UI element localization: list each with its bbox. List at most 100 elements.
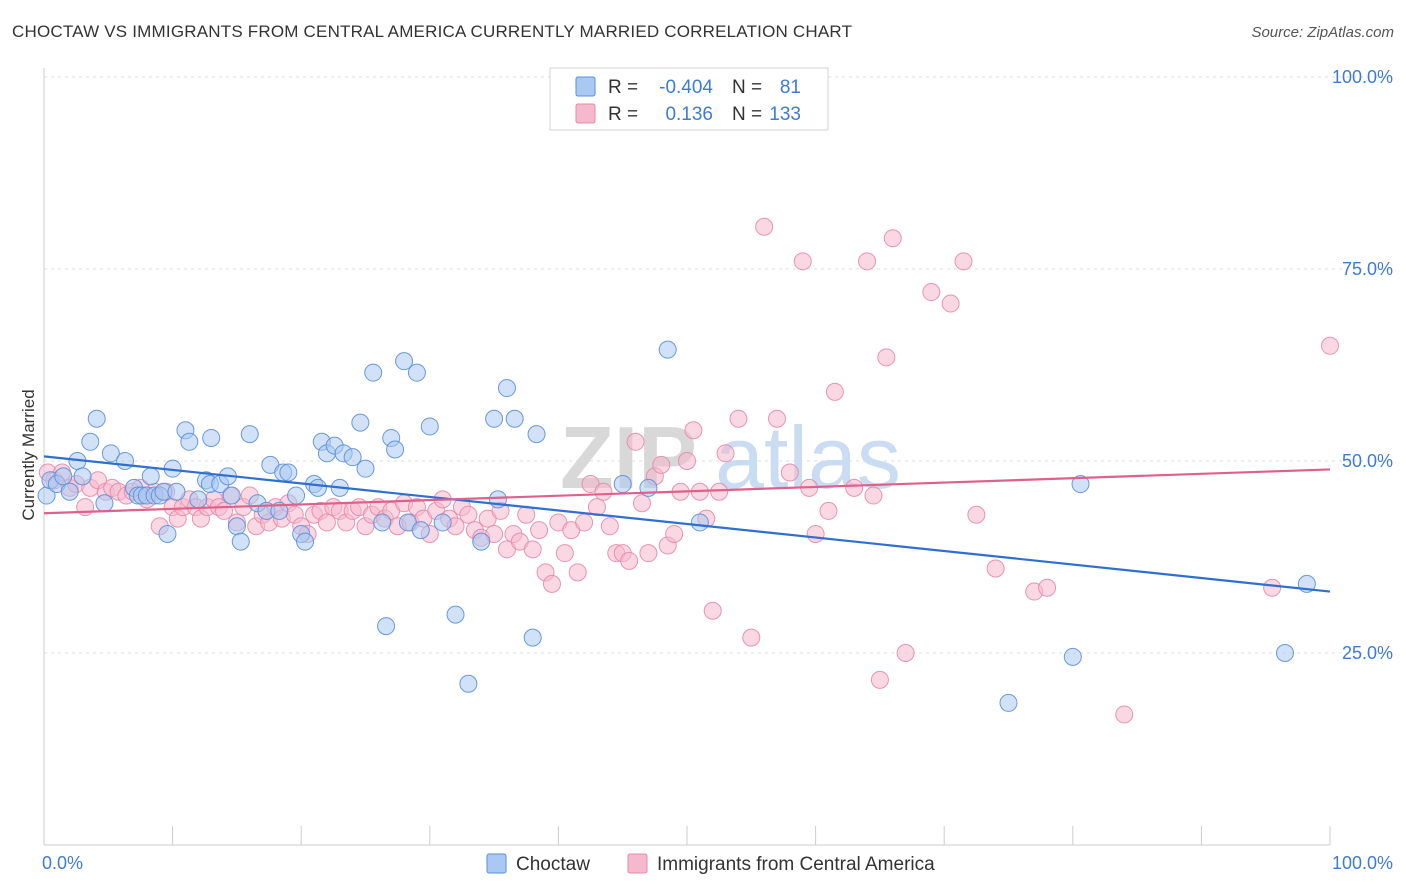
x-tick-label-max: 100.0% — [1332, 853, 1393, 873]
choctaw-point — [231, 532, 250, 551]
choctaw-point — [527, 425, 546, 444]
immigrants-point — [568, 563, 587, 582]
immigrants-point — [1038, 578, 1057, 597]
series-legend: Choctaw Immigrants from Central America — [486, 853, 935, 875]
immigrants-point — [1321, 336, 1339, 355]
immigrants-point — [594, 482, 613, 501]
legend-n-label-2: N = — [732, 104, 762, 125]
y-axis-tick-labels: 100.0% 75.0% 50.0% 25.0% — [1332, 67, 1393, 663]
immigrants-point — [825, 382, 844, 401]
immigrants-point — [665, 524, 684, 543]
immigrants-point — [986, 559, 1005, 578]
legend-r-value-2: 0.136 — [665, 104, 713, 125]
choctaw-point — [658, 340, 677, 359]
series-legend-swatch-immigrants — [627, 853, 648, 874]
choctaw-point — [167, 482, 186, 501]
choctaw-point — [613, 475, 632, 494]
legend-r-label-1: R = — [608, 77, 638, 98]
immigrants-point — [600, 517, 619, 536]
choctaw-point — [279, 463, 298, 482]
immigrants-point — [459, 505, 478, 524]
immigrants-point — [755, 217, 774, 236]
choctaw-point — [308, 478, 327, 497]
choctaw-point — [373, 513, 392, 532]
choctaw-point — [351, 413, 370, 432]
immigrants-point — [729, 409, 748, 428]
legend-n-value-1: 81 — [780, 77, 801, 98]
x-tick-label-min: 0.0% — [42, 853, 83, 873]
choctaw-point — [189, 490, 208, 509]
legend-r-value-1: -0.404 — [659, 77, 713, 98]
choctaw-trend-line — [43, 455, 1331, 593]
immigrants-point — [317, 513, 336, 532]
immigrants-point — [896, 644, 915, 662]
immigrants-point — [575, 513, 594, 532]
choctaw-point — [433, 513, 452, 532]
gridlines — [44, 76, 1392, 654]
immigrants-point — [632, 494, 651, 513]
legend-swatch-choctaw — [575, 76, 596, 97]
choctaw-point — [222, 486, 241, 505]
immigrants-point — [626, 432, 645, 451]
legend-r-label-2: R = — [608, 104, 638, 125]
series-legend-label-choctaw: Choctaw — [516, 854, 590, 875]
choctaw-point — [73, 467, 92, 486]
choctaw-point — [54, 467, 73, 486]
y-axis-title: Currently Married — [19, 389, 38, 520]
choctaw-point — [141, 467, 160, 486]
choctaw-point — [690, 513, 709, 532]
choctaw-point — [523, 628, 542, 647]
immigrants-point — [530, 521, 549, 540]
series-legend-label-immigrants: Immigrants from Central America — [657, 854, 935, 875]
choctaw-point — [87, 409, 106, 428]
choctaw-point — [81, 432, 100, 451]
source-credit: Source: ZipAtlas.com — [1251, 24, 1394, 41]
choctaw-point — [227, 517, 246, 536]
immigrants-point — [845, 478, 864, 497]
immigrants-point — [954, 252, 973, 271]
immigrants-point — [716, 444, 735, 463]
choctaw-point — [497, 379, 516, 398]
immigrants-point — [555, 544, 574, 563]
immigrants-point — [652, 455, 671, 474]
x-axis-ticks — [172, 826, 1331, 845]
immigrants-point — [941, 294, 960, 313]
choctaw-point — [459, 674, 478, 693]
choctaw-point — [95, 494, 114, 513]
choctaw-point — [411, 521, 430, 540]
immigrants-point — [678, 452, 696, 470]
immigrants-point — [768, 409, 787, 428]
choctaw-point — [296, 532, 315, 551]
immigrants-point — [819, 501, 838, 520]
choctaw-point — [343, 448, 362, 467]
choctaw-point — [180, 432, 199, 451]
legend-n-label-1: N = — [732, 77, 762, 98]
immigrants-point — [639, 544, 658, 563]
legend-box — [549, 67, 829, 131]
choctaw-point — [240, 425, 259, 444]
choctaw-point — [999, 693, 1018, 712]
choctaw-point — [364, 363, 383, 382]
immigrants-point — [967, 505, 986, 524]
chart-title: CHOCTAW VS IMMIGRANTS FROM CENTRAL AMERI… — [12, 22, 853, 41]
immigrants-point — [684, 421, 703, 440]
choctaw-point — [377, 617, 396, 636]
choctaw-point — [116, 452, 135, 470]
immigrants-point — [877, 348, 896, 367]
immigrants-point — [858, 252, 877, 271]
choctaw-points — [37, 340, 1316, 712]
y-tick-label-100: 100.0% — [1332, 67, 1393, 87]
immigrants-point — [793, 252, 812, 271]
immigrants-point — [742, 628, 761, 647]
immigrants-point — [883, 229, 902, 248]
choctaw-point — [407, 363, 426, 382]
immigrants-point — [806, 524, 825, 543]
immigrants-point — [542, 574, 561, 593]
choctaw-point — [101, 444, 120, 463]
choctaw-point — [446, 605, 465, 624]
immigrants-point — [780, 463, 799, 482]
choctaw-point — [202, 428, 221, 447]
choctaw-point — [1063, 647, 1082, 666]
choctaw-point — [356, 459, 375, 478]
